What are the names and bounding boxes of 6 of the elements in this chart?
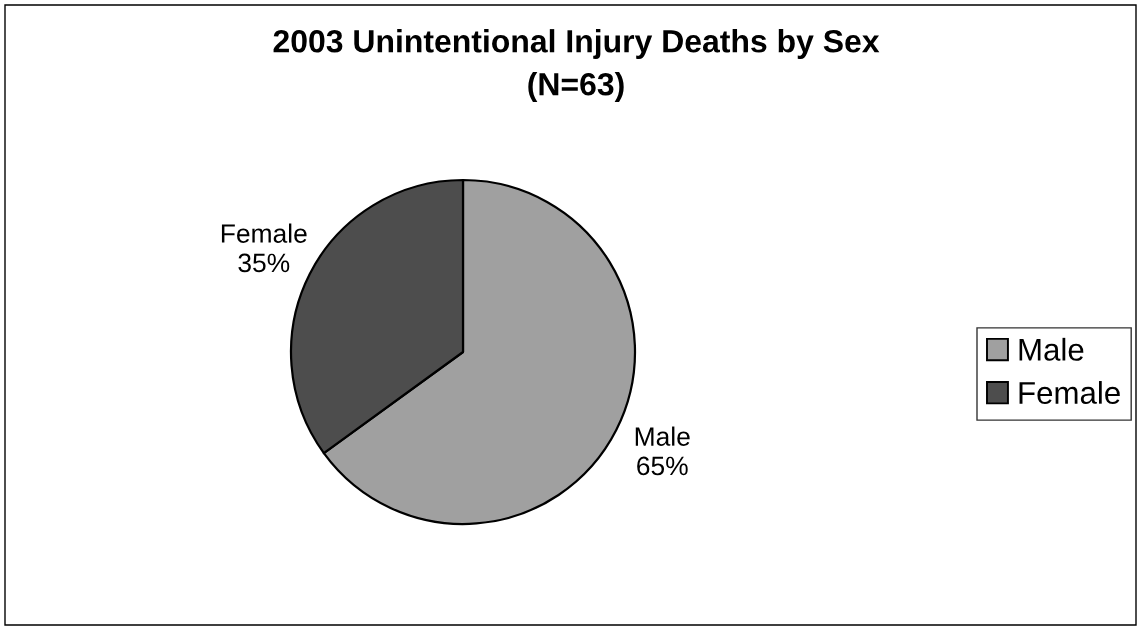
- data-label: Male 65%: [635, 426, 690, 476]
- chart-subtitle: (N=63): [528, 72, 624, 102]
- legend-label: Female: [1019, 381, 1120, 404]
- data-label: Female 35%: [221, 223, 307, 273]
- legend-label: Male: [1019, 337, 1084, 361]
- chart-title: 2003 Unintentional Injury Deaths by Sex: [273, 29, 880, 59]
